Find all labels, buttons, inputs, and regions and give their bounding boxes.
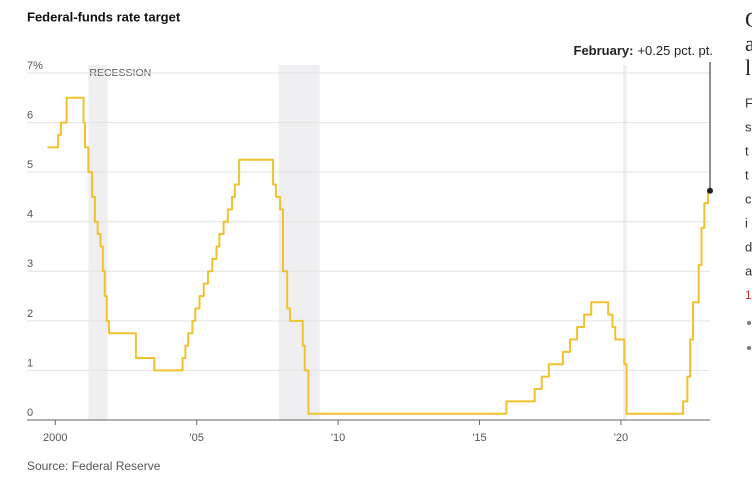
x-tick-label: '05 [190,432,204,444]
sidebar-heading: G [745,7,752,32]
y-tick-label: 6 [27,109,33,121]
x-tick-label: 2000 [43,432,67,444]
sidebar-heading: a [745,31,752,56]
annotation-dot [707,187,714,194]
sidebar-heading: l [745,55,751,80]
annotation: February: +0.25 pct. pt. [574,43,714,58]
source: Source: Federal Reserve [27,459,161,473]
y-tick-label: 7% [27,60,43,72]
recession-band [278,65,320,420]
annotation-label: February: [574,43,634,58]
y-tick-label: 3 [27,258,33,270]
y-tick-label: 2 [27,308,33,320]
sidebar-text: a [745,263,752,278]
recession-band [88,65,108,420]
y-tick-label: 0 [27,407,33,419]
sidebar-text: d [745,239,752,254]
rate-line [47,96,712,415]
x-tick-label: '15 [472,432,486,444]
y-tick-label: 5 [27,159,33,171]
x-tick-label: '10 [331,432,345,444]
y-tick-label: 1 [27,357,33,369]
sidebar-text: i [745,215,748,230]
sidebar: GalFsttcida19 [745,7,752,350]
sidebar-text: s [745,119,752,134]
sidebar-text: F [745,95,752,110]
sidebar-text: t [745,143,749,158]
bullet [747,346,751,350]
y-tick-label: 4 [27,209,33,221]
sidebar-text: c [745,191,752,206]
recession-band [623,65,627,420]
sidebar-text: t [745,167,749,182]
chart-title: Federal-funds rate target [27,9,181,24]
sidebar-link: 19 [745,288,752,302]
x-tick-label: '20 [614,432,628,444]
bullet [747,321,751,325]
annotation-text: +0.25 pct. pt. [637,43,713,58]
